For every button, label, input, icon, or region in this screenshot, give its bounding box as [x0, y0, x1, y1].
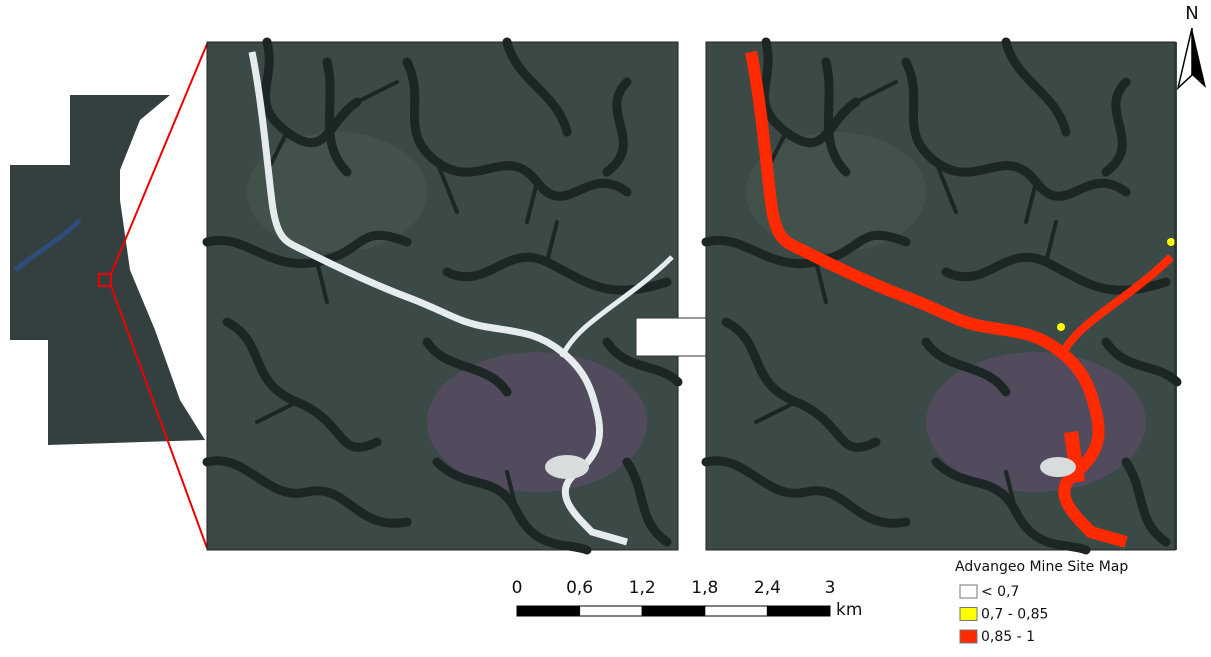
- scale-segment: [642, 606, 705, 616]
- scale-label: 3: [825, 578, 836, 598]
- legend-title: Advangeo Mine Site Map: [955, 559, 1128, 575]
- scale-unit: km: [836, 600, 862, 620]
- north-arrow: N: [1178, 3, 1206, 88]
- legend-label: 0,85 - 1: [981, 629, 1035, 645]
- figure: N 0 0,6 1,2 1,8 2,4 3km Advangeo Mine Site Ma…: [0, 0, 1211, 657]
- legend-swatch: [960, 630, 977, 643]
- scale-label: 1,2: [629, 578, 656, 598]
- scale-label: 2,4: [754, 578, 781, 598]
- scale-segment: [580, 606, 643, 616]
- legend-label: < 0,7: [981, 584, 1019, 600]
- scale-label: 0: [512, 578, 523, 598]
- scale-label: 0,6: [566, 578, 593, 598]
- scale-label: 1,8: [691, 578, 718, 598]
- satellite-image: [207, 42, 678, 550]
- scale-bar: 0 0,6 1,2 1,8 2,4 3km: [512, 578, 863, 620]
- overview-map: [10, 44, 207, 548]
- legend: Advangeo Mine Site Map < 0,7 0,7 - 0,85 0,8…: [955, 559, 1128, 645]
- prediction-map: [706, 42, 1177, 550]
- legend-label: 0,7 - 0,85: [981, 607, 1048, 623]
- north-label: N: [1185, 3, 1198, 24]
- legend-swatch: [960, 585, 977, 598]
- legend-swatch: [960, 608, 977, 621]
- scale-segment: [517, 606, 580, 616]
- scale-segment: [705, 606, 768, 616]
- scale-segment: [767, 606, 830, 616]
